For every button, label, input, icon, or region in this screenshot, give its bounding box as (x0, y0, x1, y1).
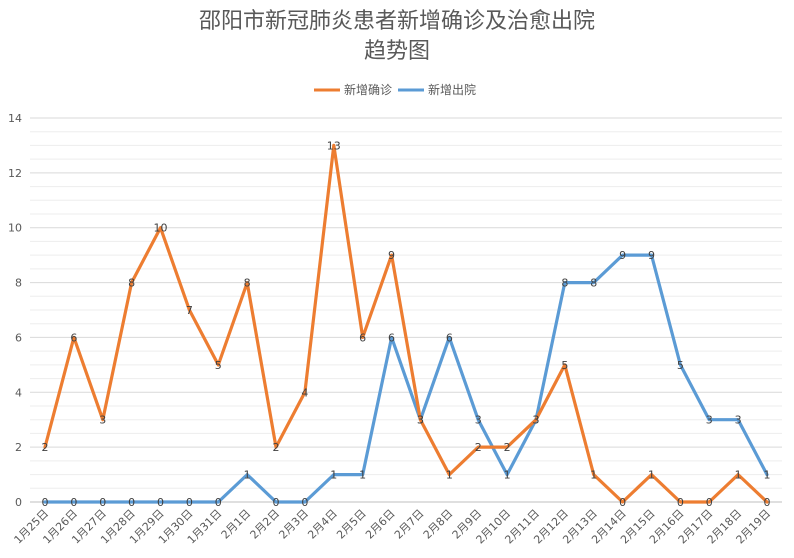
x-tick-label: 2月7日 (392, 507, 427, 542)
series-line-confirmed (43, 143, 769, 504)
x-tick-label: 2月1日 (219, 507, 254, 542)
data-label-confirmed: 0 (619, 496, 626, 509)
x-axis: 1月25日1月26日1月27日1月28日1月29日1月30日1月31日2月1日2… (12, 507, 774, 547)
data-label-discharged: 0 (215, 496, 222, 509)
data-label-discharged: 3 (475, 414, 482, 427)
x-tick-label: 2月6日 (363, 507, 398, 542)
y-axis: 0 2 4 6 8 10 12 14 (8, 112, 22, 509)
data-label-confirmed: 7 (186, 304, 193, 317)
chart-title-line-1: 邵阳市新冠肺炎患者新增确诊及治愈出院 (199, 9, 595, 34)
data-label-confirmed: 0 (706, 496, 713, 509)
y-tick-label: 4 (15, 386, 22, 399)
data-label-confirmed: 10 (154, 222, 168, 235)
data-label-discharged: 5 (677, 359, 684, 372)
data-label-confirmed: 0 (677, 496, 684, 509)
data-label-confirmed: 8 (128, 277, 135, 290)
legend: 新增确诊 新增出院 (314, 82, 476, 97)
data-label-confirmed: 3 (99, 414, 106, 427)
data-label-discharged: 0 (157, 496, 164, 509)
data-label-confirmed: 8 (244, 277, 251, 290)
data-label-confirmed: 3 (532, 414, 539, 427)
data-label-discharged: 0 (273, 496, 280, 509)
data-label-confirmed: 2 (42, 441, 49, 454)
data-label-confirmed: 0 (764, 496, 771, 509)
data-label-confirmed: 2 (475, 441, 482, 454)
series-lines (43, 143, 769, 504)
x-tick-label: 2月5日 (334, 507, 369, 542)
x-tick-label: 2月2日 (248, 507, 283, 542)
data-label-discharged: 1 (504, 469, 511, 482)
data-label-discharged: 3 (417, 414, 424, 427)
data-label-discharged: 0 (301, 496, 308, 509)
gridlines (30, 117, 782, 503)
y-tick-label: 0 (15, 496, 22, 509)
data-label-discharged: 1 (764, 469, 771, 482)
legend-label-discharged: 新增出院 (428, 82, 476, 97)
data-label-discharged: 0 (99, 496, 106, 509)
data-label-discharged: 8 (590, 277, 597, 290)
y-tick-label: 12 (8, 167, 22, 180)
data-label-confirmed: 13 (327, 139, 341, 152)
data-label-discharged: 0 (42, 496, 49, 509)
x-tick-label: 2月8日 (421, 507, 456, 542)
data-label-discharged: 1 (244, 469, 251, 482)
data-label-confirmed: 2 (504, 441, 511, 454)
data-label-discharged: 9 (648, 249, 655, 262)
data-label-discharged: 1 (330, 469, 337, 482)
y-tick-label: 14 (8, 112, 22, 125)
data-label-confirmed: 1 (446, 469, 453, 482)
y-tick-label: 10 (8, 222, 22, 235)
data-label-discharged: 3 (706, 414, 713, 427)
x-tick-label: 2月3日 (276, 507, 311, 542)
data-label-confirmed: 4 (301, 386, 308, 399)
chart-title-line-2: 趋势图 (364, 39, 430, 64)
data-label-discharged: 0 (70, 496, 77, 509)
data-label-discharged: 3 (532, 414, 539, 427)
data-label-confirmed: 3 (417, 414, 424, 427)
y-tick-label: 2 (15, 441, 22, 454)
data-label-confirmed: 1 (648, 469, 655, 482)
data-label-discharged: 6 (388, 331, 395, 344)
legend-label-confirmed: 新增确诊 (344, 82, 392, 97)
series-line-discharged (43, 253, 769, 504)
data-label-confirmed: 1 (735, 469, 742, 482)
data-label-discharged: 0 (128, 496, 135, 509)
data-label-discharged: 1 (359, 469, 366, 482)
data-label-discharged: 0 (186, 496, 193, 509)
data-label-discharged: 9 (619, 249, 626, 262)
data-label-confirmed: 9 (388, 249, 395, 262)
data-label-confirmed: 1 (590, 469, 597, 482)
data-label-confirmed: 2 (273, 441, 280, 454)
data-label-confirmed: 5 (561, 359, 568, 372)
data-label-confirmed: 6 (70, 331, 77, 344)
data-label-confirmed: 5 (215, 359, 222, 372)
x-tick-label: 2月4日 (305, 507, 340, 542)
y-tick-label: 6 (15, 331, 22, 344)
data-label-confirmed: 6 (359, 331, 366, 344)
data-label-discharged: 6 (446, 331, 453, 344)
y-tick-label: 8 (15, 277, 22, 290)
data-label-discharged: 8 (561, 277, 568, 290)
data-label-discharged: 3 (735, 414, 742, 427)
